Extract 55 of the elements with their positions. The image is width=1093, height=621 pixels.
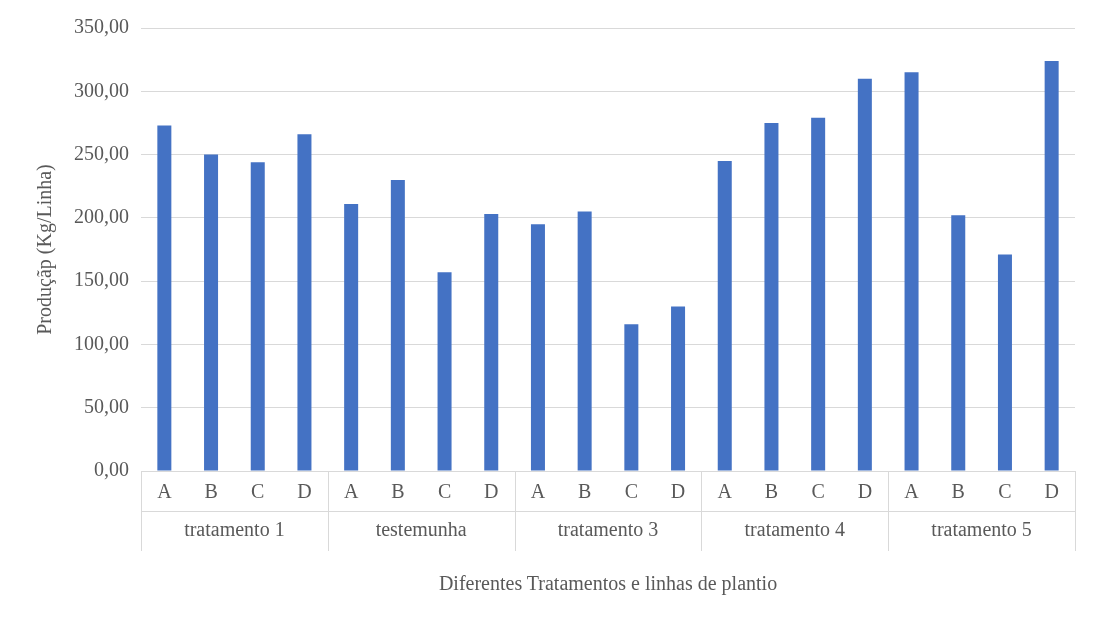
- y-tick-label: 200,00: [74, 205, 129, 228]
- bar: [671, 306, 686, 471]
- x-tick-label: B: [577, 480, 592, 503]
- bar: [997, 254, 1012, 471]
- x-tick-label: B: [951, 480, 965, 503]
- y-tick-label: 250,00: [74, 141, 129, 164]
- x-tick-label: C: [998, 480, 1012, 503]
- text: tratamento 5: [931, 518, 1032, 541]
- x-tick-label: C: [811, 480, 825, 503]
- y-tick-label: 350,00: [74, 15, 129, 38]
- x-tick-label: B: [764, 480, 779, 503]
- x-tick-label: D: [857, 480, 873, 503]
- bar: [624, 324, 639, 471]
- y-tick-label: 300,00: [74, 78, 129, 101]
- x-tick-label: A: [530, 480, 546, 503]
- y-axis-title: Produçãp (Kg/Linha): [33, 164, 57, 335]
- x-tick-label: A: [904, 480, 920, 503]
- x-tick-label: B: [204, 480, 218, 503]
- text: tratamento 4: [744, 518, 846, 541]
- x-tick-label: B: [391, 480, 405, 503]
- bar: [437, 272, 452, 471]
- bar: [811, 117, 826, 471]
- bar: [297, 134, 312, 471]
- bar: [764, 122, 779, 471]
- x-tick-label: A: [343, 480, 359, 503]
- bar: [344, 203, 359, 471]
- x-tick-label: C: [251, 480, 265, 503]
- x-tick-label: A: [717, 480, 733, 503]
- bar: [904, 72, 919, 471]
- bar: [1044, 60, 1059, 471]
- text: tratamento 1: [184, 518, 285, 541]
- y-tick-label: 0,00: [94, 458, 129, 481]
- text: tratamento 3: [557, 518, 659, 541]
- x-tick-label: A: [157, 480, 173, 503]
- bar: [717, 160, 732, 471]
- bar: [484, 214, 499, 471]
- y-tick-label: 150,00: [74, 268, 129, 291]
- text: testemunha: [375, 518, 467, 541]
- x-tick-label: D: [1044, 480, 1059, 503]
- bar: [250, 162, 265, 471]
- bar: [577, 211, 592, 471]
- bar: [530, 224, 545, 471]
- bar: [857, 78, 872, 471]
- x-axis-title: Diferentes Tratamentos e linhas de plantio: [438, 572, 778, 596]
- x-tick-label: D: [297, 480, 312, 503]
- y-tick-label: 100,00: [74, 331, 129, 354]
- x-tick-label: D: [484, 480, 499, 503]
- x-tick-label: C: [624, 480, 639, 503]
- bar: [204, 154, 219, 471]
- bar: [951, 215, 966, 471]
- x-tick-label: C: [437, 480, 452, 503]
- y-tick-label: 50,00: [84, 394, 129, 417]
- x-tick-label: D: [670, 480, 686, 503]
- bar: [390, 179, 405, 471]
- bar: [157, 125, 172, 471]
